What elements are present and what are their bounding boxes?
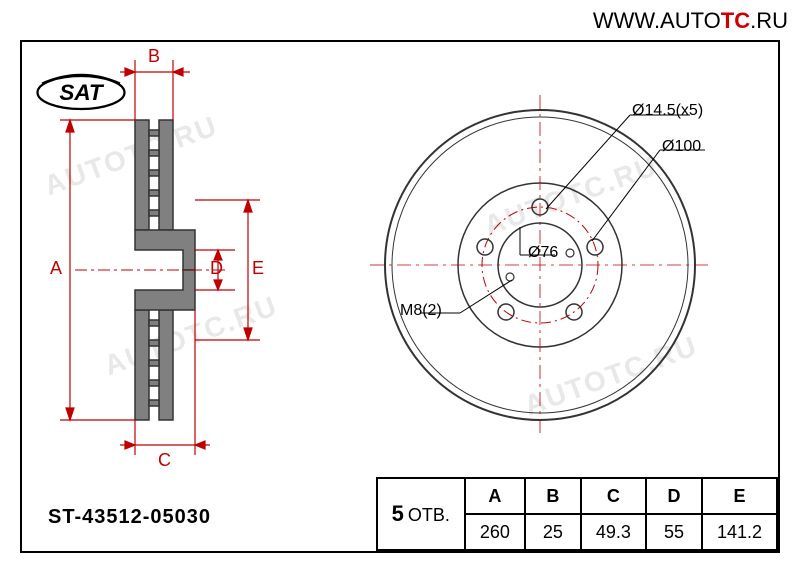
dim-label-a: A	[50, 258, 62, 279]
dim-label-c: C	[158, 450, 171, 471]
val-b: 25	[525, 514, 581, 550]
part-number: ST-43512-05030	[48, 506, 211, 529]
dim-label-e: E	[252, 258, 264, 279]
dim-label-d: D	[210, 258, 223, 279]
site-url: WWW.AUTOTC.RU	[593, 8, 788, 34]
hole-label: ОТВ.	[408, 505, 450, 525]
col-a: A	[465, 478, 525, 514]
hole-count: 5	[392, 501, 404, 526]
url-suffix: .RU	[750, 8, 788, 33]
col-b: B	[525, 478, 581, 514]
col-c: C	[581, 478, 646, 514]
svg-text:SAT: SAT	[59, 80, 105, 105]
hole-count-cell: 5ОТВ.	[377, 478, 465, 550]
val-e: 141.2	[702, 514, 777, 550]
callout-pcd: Ø100	[662, 138, 701, 156]
col-d: D	[646, 478, 702, 514]
sat-logo: SAT	[36, 70, 126, 115]
val-a: 260	[465, 514, 525, 550]
callout-threads: M8(2)	[400, 302, 442, 320]
url-prefix: WWW.AUTO	[593, 8, 721, 33]
col-e: E	[702, 478, 777, 514]
dim-label-b: B	[148, 46, 160, 67]
callout-bore: Ø76	[528, 244, 558, 262]
val-c: 49.3	[581, 514, 646, 550]
dimension-table: 5ОТВ. A B C D E 260 25 49.3 55 141.2	[376, 477, 778, 551]
url-tc: TC	[721, 8, 750, 33]
val-d: 55	[646, 514, 702, 550]
callout-bolt-holes: Ø14.5(x5)	[632, 102, 703, 120]
